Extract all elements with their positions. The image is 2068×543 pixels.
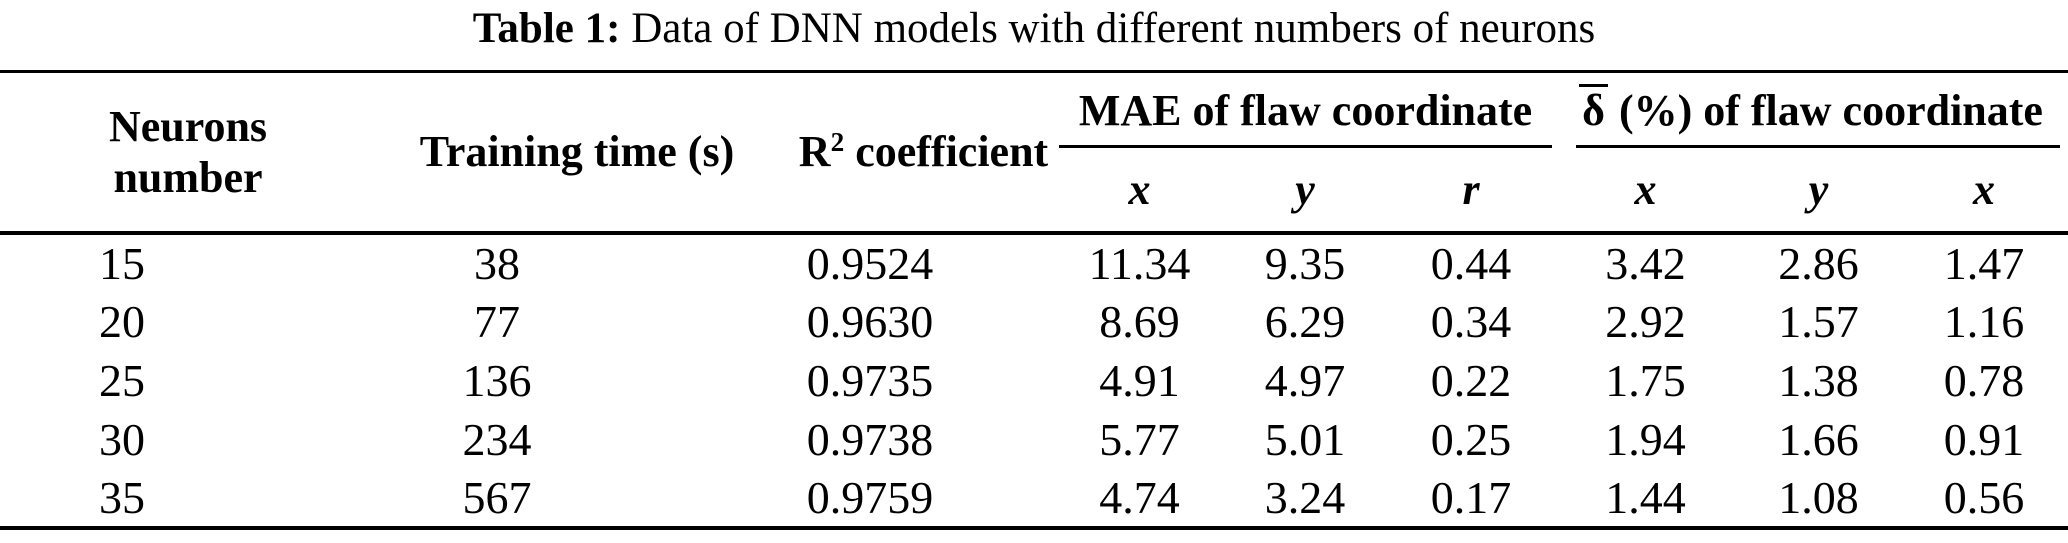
delta-rest: (%) of flaw coordinate	[1607, 86, 2043, 136]
subheader-mae-y: y	[1222, 147, 1389, 235]
table-row: 15 38 0.9524 11.34 9.35 0.44 3.42 2.86 1…	[0, 233, 2068, 292]
delta-overbar-symbol: δ	[1579, 84, 1608, 134]
header-row-groups: Neurons number Training time (s) R2 coef…	[0, 71, 2068, 235]
spacer-cell	[990, 292, 1057, 351]
cell-delta-x2: 1.47	[1943, 237, 2025, 289]
cell-r2: 0.9759	[750, 468, 990, 530]
col-header-training-time: Training time (s)	[244, 71, 750, 235]
group-header-mae-label: MAE of flaw coordinate	[1078, 85, 1533, 135]
table-row: 20 77 0.9630 8.69 6.29 0.34 2.92 1.57 1.…	[0, 292, 2068, 351]
cell-delta-y: 1.38	[1778, 354, 1859, 406]
cell-neurons: 25	[99, 354, 145, 406]
col-header-neurons-number-label: Neurons number	[108, 101, 268, 202]
cell-mae-y: 9.35	[1264, 237, 1346, 289]
cell-neurons: 35	[0, 468, 244, 530]
cell-r2: 0.9735	[806, 354, 934, 406]
cell-delta-y: 1.08	[1737, 468, 1901, 530]
header-row-subcolumns: x y r x y x	[0, 147, 2068, 235]
subheader-delta-x: x	[1554, 147, 1738, 235]
cell-mae-r: 0.34	[1430, 295, 1512, 347]
cell-training-time: 567	[244, 468, 750, 530]
cell-mae-y: 6.29	[1264, 295, 1346, 347]
cell-r2: 0.9524	[806, 237, 934, 289]
cell-delta-x: 1.44	[1554, 468, 1738, 530]
cell-mae-y: 3.24	[1222, 468, 1389, 530]
cell-neurons: 15	[99, 237, 145, 289]
table-row: 30 234 0.9738 5.77 5.01 0.25 1.94 1.66 0…	[0, 410, 2068, 469]
cell-delta-x: 1.94	[1605, 413, 1686, 465]
table-row: 35 567 0.9759 4.74 3.24 0.17 1.44 1.08 0…	[0, 468, 2068, 530]
spacer-cell	[990, 468, 1058, 530]
cell-mae-r: 0.25	[1430, 413, 1512, 465]
cell-mae-r: 0.17	[1388, 468, 1555, 530]
cell-mae-x: 4.91	[1099, 354, 1180, 406]
table-row: 25 136 0.9735 4.91 4.97 0.22 1.75 1.38 0…	[0, 351, 2068, 410]
cell-training-time: 38	[474, 237, 520, 289]
spacer-cell	[990, 351, 1057, 410]
subheader-mae-x: x	[1057, 147, 1223, 235]
cell-mae-x: 4.74	[1057, 468, 1223, 530]
spacer-cell	[990, 233, 1057, 292]
group-header-delta: δ (%) of flaw coordinate	[1554, 72, 2068, 148]
r2-base: R	[798, 127, 831, 177]
col-header-neurons-number: Neurons number	[0, 71, 267, 235]
dnn-models-table: Neurons number Training time (s) R2 coef…	[0, 70, 2068, 530]
cell-delta-x2: 0.91	[1943, 413, 2025, 465]
col-header-training-time-label: Training time (s)	[419, 127, 735, 177]
table-caption-text: Data of DNN models with different number…	[620, 5, 1596, 52]
r2-rest: coefficient	[844, 127, 1049, 177]
col-header-r2-coefficient-label: R2 coefficient	[799, 127, 1048, 176]
cell-delta-y: 1.57	[1778, 295, 1859, 347]
cell-neurons: 20	[99, 295, 145, 347]
subheader-delta-x2: x	[1900, 147, 2068, 235]
cell-delta-x: 3.42	[1605, 237, 1686, 289]
delta-group-underline	[1576, 144, 2061, 148]
table-caption-label: Table 1:	[472, 5, 621, 52]
group-header-mae: MAE of flaw coordinate	[1057, 72, 1554, 148]
cell-delta-x2: 1.16	[1943, 295, 2025, 347]
cell-neurons: 30	[99, 413, 145, 465]
group-header-delta-label: δ (%) of flaw coordinate	[1579, 84, 2043, 136]
cell-mae-y: 4.97	[1264, 354, 1346, 406]
cell-mae-x: 5.77	[1099, 413, 1180, 465]
cell-mae-r: 0.22	[1430, 354, 1512, 406]
cell-mae-r: 0.44	[1430, 237, 1512, 289]
table-caption: Table 1: Data of DNN models with differe…	[0, 0, 2068, 70]
cell-r2: 0.9738	[806, 413, 934, 465]
cell-training-time: 77	[474, 295, 520, 347]
cell-mae-x: 8.69	[1099, 295, 1180, 347]
mae-group-underline	[1059, 144, 1553, 148]
cell-mae-y: 5.01	[1264, 413, 1346, 465]
cell-training-time: 234	[462, 413, 532, 465]
cell-delta-y: 1.66	[1778, 413, 1859, 465]
subheader-delta-y: y	[1737, 147, 1901, 235]
cell-r2: 0.9630	[806, 295, 934, 347]
col-header-r2-coefficient: R2 coefficient	[750, 71, 1058, 235]
cell-delta-x2: 0.78	[1943, 354, 2025, 406]
cell-mae-x: 11.34	[1088, 237, 1191, 289]
subheader-mae-r: r	[1388, 147, 1555, 235]
r2-superscript: 2	[830, 127, 845, 158]
cell-delta-x: 2.92	[1605, 295, 1686, 347]
spacer-cell	[990, 410, 1057, 469]
cell-delta-x2: 0.56	[1900, 468, 2068, 530]
cell-delta-y: 2.86	[1778, 237, 1859, 289]
cell-training-time: 136	[462, 354, 532, 406]
cell-delta-x: 1.75	[1605, 354, 1686, 406]
